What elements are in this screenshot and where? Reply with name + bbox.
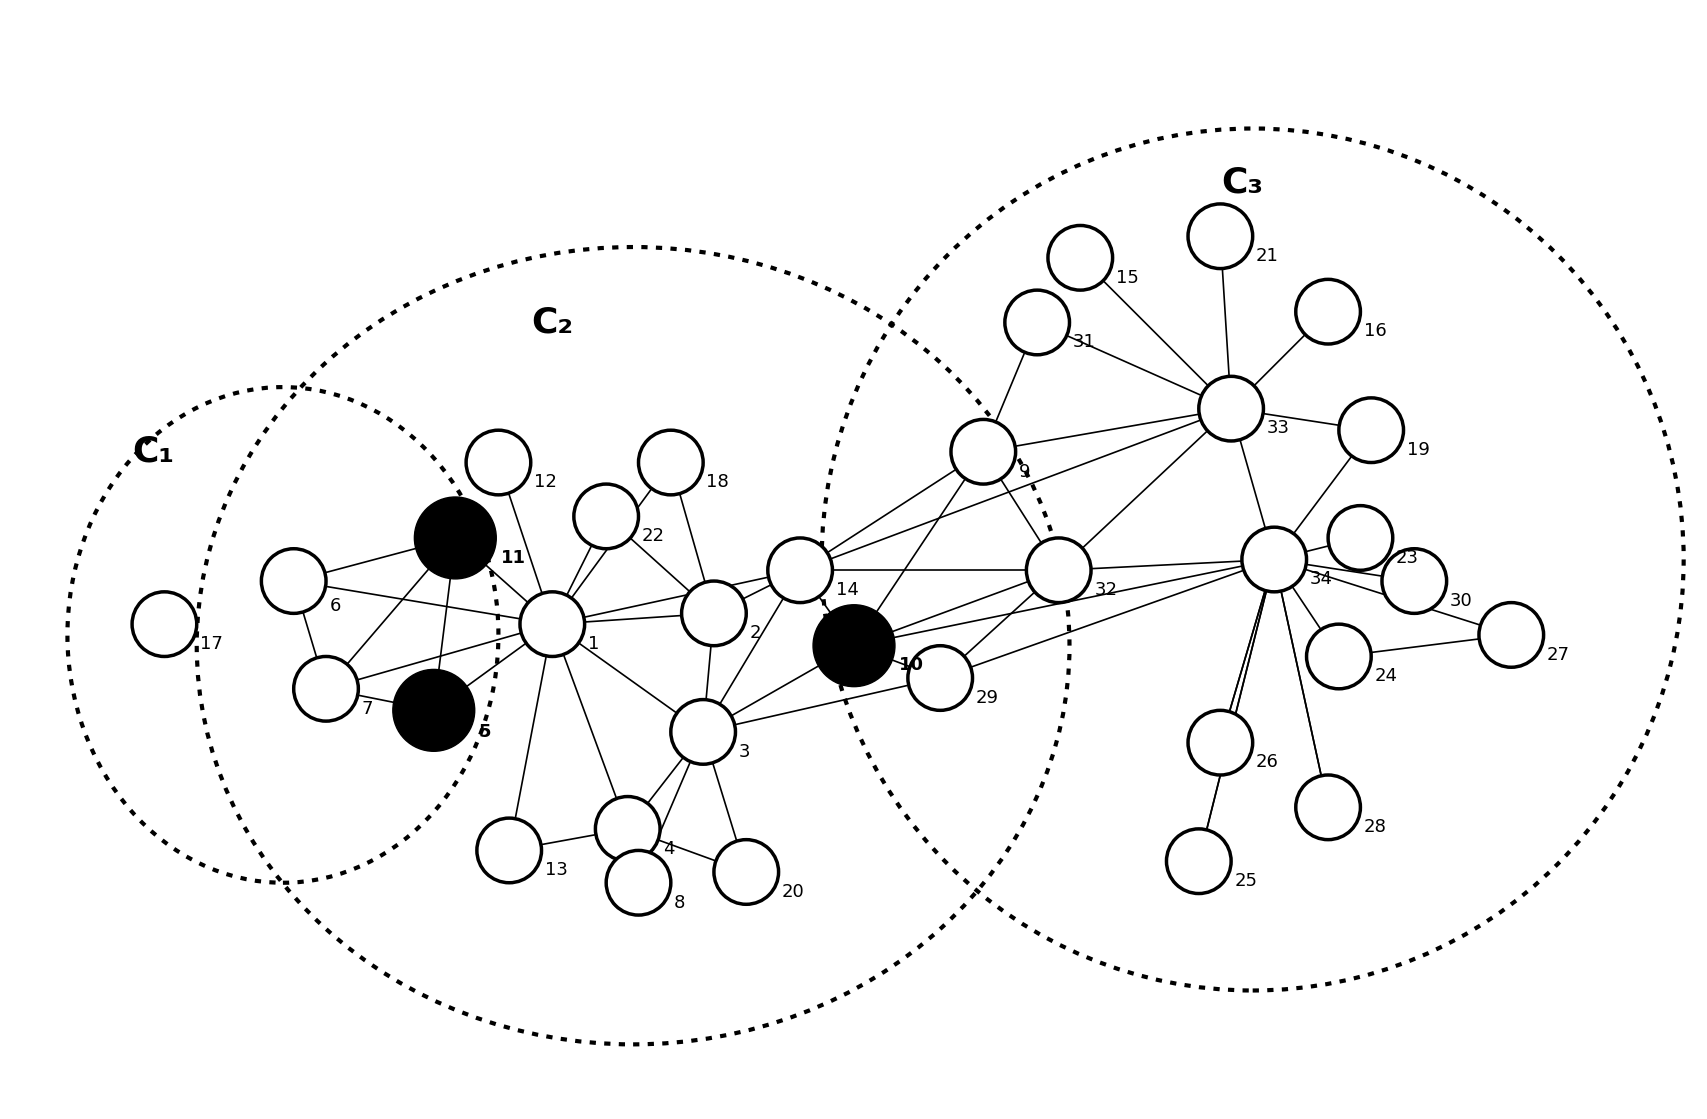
- Text: 4: 4: [662, 839, 674, 857]
- Circle shape: [1241, 527, 1306, 592]
- Text: C₁: C₁: [133, 435, 174, 469]
- Circle shape: [294, 657, 358, 721]
- Circle shape: [1381, 548, 1446, 613]
- Text: 28: 28: [1362, 818, 1386, 836]
- Text: 22: 22: [642, 527, 664, 545]
- Text: 19: 19: [1407, 441, 1429, 459]
- Text: 20: 20: [782, 883, 804, 901]
- Circle shape: [714, 839, 778, 904]
- Text: 21: 21: [1255, 247, 1279, 265]
- Circle shape: [1328, 506, 1391, 571]
- Circle shape: [1048, 225, 1111, 290]
- Circle shape: [813, 604, 894, 687]
- Text: C₃: C₃: [1221, 166, 1261, 199]
- Circle shape: [415, 497, 497, 579]
- Circle shape: [131, 592, 196, 657]
- Text: 7: 7: [362, 699, 372, 717]
- Text: 27: 27: [1547, 646, 1569, 664]
- Text: 30: 30: [1449, 592, 1471, 610]
- Circle shape: [1338, 398, 1403, 462]
- Text: 1: 1: [587, 634, 599, 652]
- Text: 10: 10: [898, 657, 923, 675]
- Circle shape: [1166, 829, 1231, 894]
- Text: 32: 32: [1094, 581, 1116, 599]
- Circle shape: [596, 797, 659, 862]
- Circle shape: [638, 430, 703, 495]
- Circle shape: [1478, 603, 1543, 667]
- Text: 5: 5: [478, 723, 492, 741]
- Circle shape: [951, 420, 1016, 485]
- Text: 23: 23: [1395, 548, 1419, 566]
- Circle shape: [1296, 775, 1360, 839]
- Circle shape: [681, 581, 746, 646]
- Text: 34: 34: [1309, 571, 1331, 589]
- Text: 13: 13: [545, 862, 567, 880]
- Text: 12: 12: [534, 473, 556, 491]
- Text: 6: 6: [329, 598, 340, 615]
- Text: 9: 9: [1019, 462, 1029, 480]
- Text: 25: 25: [1234, 872, 1256, 890]
- Text: 24: 24: [1374, 667, 1396, 685]
- Text: 3: 3: [737, 743, 749, 761]
- Circle shape: [1198, 376, 1263, 441]
- Text: 17: 17: [200, 634, 222, 652]
- Text: 33: 33: [1267, 420, 1289, 438]
- Text: 18: 18: [707, 473, 729, 491]
- Text: 16: 16: [1362, 322, 1386, 340]
- Circle shape: [393, 669, 475, 751]
- Text: 14: 14: [835, 581, 859, 599]
- Text: C₂: C₂: [531, 305, 574, 339]
- Text: 31: 31: [1072, 333, 1094, 351]
- Circle shape: [1296, 280, 1360, 344]
- Text: 29: 29: [975, 689, 999, 707]
- Circle shape: [1188, 711, 1251, 775]
- Text: 2: 2: [749, 624, 761, 642]
- Text: 11: 11: [500, 548, 526, 566]
- Circle shape: [476, 818, 541, 883]
- Circle shape: [768, 538, 831, 603]
- Circle shape: [908, 646, 971, 711]
- Circle shape: [519, 592, 584, 657]
- Text: 15: 15: [1115, 269, 1139, 286]
- Text: 26: 26: [1255, 753, 1279, 771]
- Circle shape: [606, 850, 671, 915]
- Circle shape: [466, 430, 531, 495]
- Circle shape: [261, 548, 326, 613]
- Circle shape: [1004, 290, 1069, 355]
- Circle shape: [574, 485, 638, 548]
- Circle shape: [671, 699, 736, 764]
- Circle shape: [1026, 538, 1091, 603]
- Text: 8: 8: [674, 894, 685, 912]
- Circle shape: [1306, 624, 1371, 689]
- Circle shape: [1188, 204, 1251, 269]
